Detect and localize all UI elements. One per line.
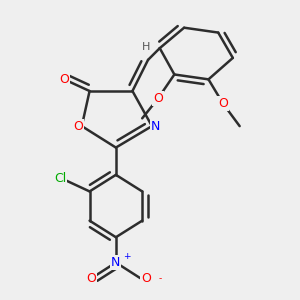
Text: O: O bbox=[73, 120, 83, 133]
Text: +: + bbox=[123, 252, 130, 261]
Text: -: - bbox=[158, 274, 161, 283]
Text: H: H bbox=[142, 42, 150, 52]
Text: O: O bbox=[218, 97, 228, 110]
Text: O: O bbox=[59, 73, 69, 86]
Text: O: O bbox=[87, 272, 97, 285]
Text: N: N bbox=[111, 256, 121, 269]
Text: O: O bbox=[153, 92, 163, 105]
Text: O: O bbox=[141, 272, 151, 285]
Text: N: N bbox=[151, 120, 160, 133]
Text: Cl: Cl bbox=[54, 172, 67, 185]
